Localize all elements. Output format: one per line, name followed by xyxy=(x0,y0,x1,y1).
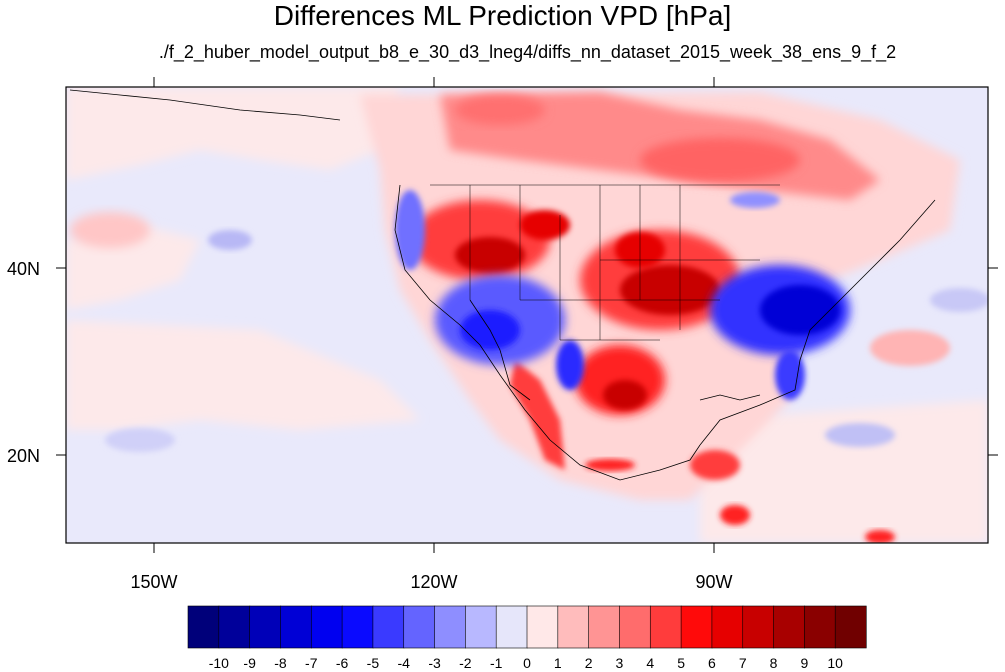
coastlines xyxy=(69,89,936,481)
colorbar-swatch xyxy=(773,605,805,649)
anomaly-region xyxy=(395,190,425,270)
lat-label: 40N xyxy=(7,259,40,279)
anomaly-region xyxy=(66,320,420,430)
colorbar-swatch xyxy=(557,605,590,649)
anomaly-region xyxy=(640,138,800,182)
map-title: Differences ML Prediction VPD [hPa] xyxy=(273,0,732,31)
anomaly-region xyxy=(690,450,740,480)
anomaly-region xyxy=(556,340,584,390)
anomaly-region xyxy=(520,210,570,240)
colorbar-swatch xyxy=(804,605,836,649)
map-frame xyxy=(65,86,989,544)
colorbar-label: -4 xyxy=(398,655,411,671)
anomaly-region xyxy=(620,265,720,315)
lon-label: 150W xyxy=(130,572,177,592)
anomaly-region xyxy=(930,288,988,312)
colorbar-label: -7 xyxy=(305,655,318,671)
lon-label: 120W xyxy=(410,572,457,592)
colorbar xyxy=(187,605,867,649)
colorbar-swatch xyxy=(742,605,775,649)
colorbar-swatch xyxy=(434,605,466,649)
colorbar-label: -2 xyxy=(459,655,472,671)
colorbar-swatch xyxy=(403,605,436,649)
colorbar-label: 7 xyxy=(739,655,747,671)
colorbar-swatch xyxy=(465,605,497,649)
colorbar-swatch xyxy=(187,605,220,649)
anomaly-region xyxy=(208,230,252,250)
colorbar-swatch xyxy=(341,605,374,649)
anomaly-region xyxy=(455,237,525,273)
anomaly-region xyxy=(720,505,750,525)
colorbar-label: 2 xyxy=(585,655,593,671)
lat-label: 20N xyxy=(7,446,40,466)
anomaly-region xyxy=(700,400,988,543)
anomaly-region xyxy=(775,350,805,400)
colorbar-swatch xyxy=(619,605,651,649)
anomaly-region xyxy=(510,360,565,470)
anomaly-region xyxy=(870,330,950,366)
colorbar-swatch xyxy=(495,605,528,649)
map-subtitle: ./f_2_huber_model_output_b8_e_30_d3_lneg… xyxy=(158,42,897,62)
colorbar-label: 4 xyxy=(646,655,654,671)
colorbar-swatch xyxy=(372,605,405,649)
colorbar-label: 3 xyxy=(616,655,624,671)
colorbar-swatch xyxy=(310,605,343,649)
colorbar-swatch xyxy=(280,605,312,649)
anomaly-region xyxy=(865,530,895,543)
colorbar-swatch xyxy=(680,605,713,649)
colorbar-labels: -10 -9 -8 -7 -6 -5 -4 -3 -2 -1 0 1 2 3 4 5 6 7 8 9 10 xyxy=(209,655,843,671)
colorbar-label: 1 xyxy=(554,655,562,671)
colorbar-label: 10 xyxy=(827,655,843,671)
anomaly-region xyxy=(825,423,895,447)
colorbar-swatch xyxy=(218,605,251,649)
colorbar-label: 6 xyxy=(708,655,716,671)
colorbar-label: 5 xyxy=(677,655,685,671)
colorbar-label: 9 xyxy=(800,655,808,671)
map-panel xyxy=(66,87,988,543)
tick-marks xyxy=(56,77,998,553)
colorbar-label: -9 xyxy=(243,655,256,671)
colorbar-label: -1 xyxy=(490,655,503,671)
anomaly-region xyxy=(603,380,647,410)
colorbar-label: -5 xyxy=(367,655,380,671)
colorbar-label: -3 xyxy=(428,655,441,671)
colorbar-label: 8 xyxy=(770,655,778,671)
anomaly-region xyxy=(105,428,175,452)
anomaly-region xyxy=(760,285,840,335)
anomaly-region xyxy=(455,95,545,125)
anomaly-region xyxy=(66,87,400,180)
lon-label: 90W xyxy=(695,572,732,592)
colorbar-swatch xyxy=(249,605,282,649)
borders xyxy=(430,184,780,341)
anomaly-region xyxy=(585,459,635,471)
colorbar-swatch xyxy=(526,605,559,649)
colorbar-label: -6 xyxy=(336,655,349,671)
colorbar-swatch xyxy=(649,605,682,649)
colorbar-swatch xyxy=(834,605,867,649)
colorbar-swatch xyxy=(588,605,621,649)
colorbar-swatch xyxy=(711,605,744,649)
colorbar-label: -8 xyxy=(274,655,287,671)
anomaly-region xyxy=(70,212,150,248)
anomaly-region xyxy=(730,192,780,208)
colorbar-label: 0 xyxy=(523,655,531,671)
colorbar-label: -10 xyxy=(209,655,229,671)
